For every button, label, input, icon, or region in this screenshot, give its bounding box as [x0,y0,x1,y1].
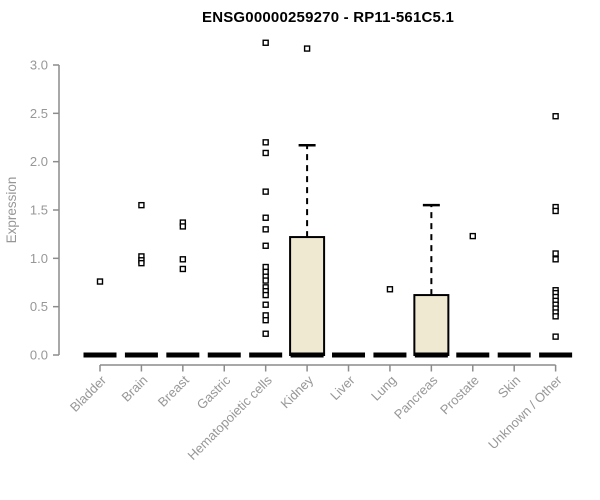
median-line [539,352,573,358]
outlier-point [262,301,269,308]
outlier-point [96,278,104,285]
box [289,236,326,356]
x-tick-label: Bladder [67,372,110,415]
median-line [249,352,283,358]
x-tick-label: Pancreas [391,372,441,422]
outlier-point [262,214,269,221]
box [413,294,450,357]
x-tick-label: Breast [155,372,192,409]
median-line [290,352,324,358]
median-line [332,352,366,358]
x-tick-label: Skin [495,373,523,401]
outlier-point [469,232,476,240]
outlier-point [138,201,145,209]
outlier-point [179,256,187,263]
x-tick-label: Gastric [194,372,234,412]
y-tick-label: 2.5 [30,106,48,121]
outlier-point [262,188,269,195]
y-tick-label: 0.5 [30,299,48,314]
outlier-point [262,149,269,157]
x-tick-label: Brain [118,373,150,405]
outlier-point [262,226,269,233]
y-tick-label: 0.0 [30,348,48,363]
x-tick-label: Prostate [437,373,482,418]
y-axis-title: Expression [4,177,19,244]
median-line [456,352,490,358]
median-line [207,352,241,358]
outlier-point [262,330,269,337]
chart-title: ENSG00000259270 - RP11-561C5.1 [201,9,454,26]
x-tick-label: Kidney [278,372,317,411]
median-line [414,352,448,358]
outlier-point [552,207,559,215]
median-line [497,352,531,358]
outlier-point [138,259,145,267]
outlier-point [386,286,394,293]
median-line [124,352,158,358]
outlier-point [262,242,269,249]
outlier-point [262,277,269,284]
median-line [83,352,117,358]
median-line [373,352,407,358]
outlier-point [552,333,559,340]
outlier-point [179,265,187,273]
y-tick-label: 3.0 [30,57,48,72]
outlier-point [262,39,269,46]
outlier-point [262,291,269,299]
outlier-point [262,316,269,324]
y-tick-label: 1.5 [30,202,48,217]
outlier-point [552,313,559,320]
y-tick-label: 2.0 [30,154,48,169]
outlier-point [552,250,559,257]
y-tick-label: 1.0 [30,251,48,266]
outlier-point [303,45,311,52]
outlier-point [552,256,559,263]
x-tick-label: Lung [368,373,399,404]
outlier-point [552,113,559,120]
x-tick-label: Liver [327,372,358,403]
x-tick-label: Unknown / Other [485,372,565,452]
outlier-point [179,223,187,230]
median-line [166,352,200,358]
outlier-point [262,139,269,146]
